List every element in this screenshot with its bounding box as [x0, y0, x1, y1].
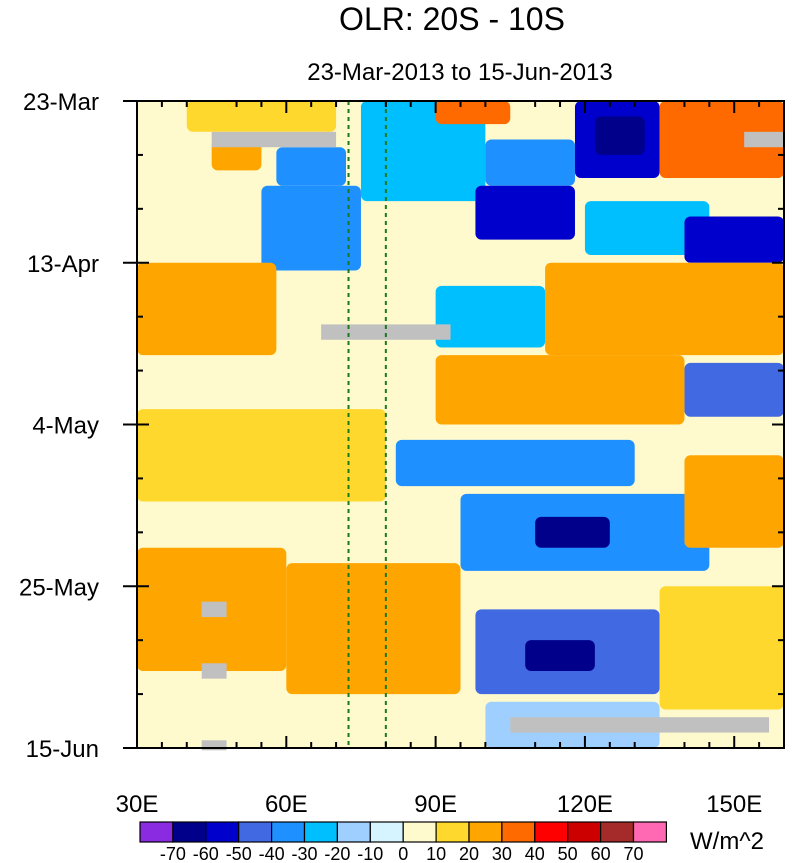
heatmap-cell: [137, 262, 277, 356]
missing-data-mark: [321, 324, 451, 340]
colorbar-swatch: [599, 821, 635, 843]
plot-area: [136, 100, 785, 751]
colorbar: -70 -60 -50 -40 -30 -20 -10 0 10 20 30 40 50 60 70: [139, 821, 668, 863]
colorbar-tick-label: -60: [193, 844, 219, 863]
heatmap-cell: [137, 409, 386, 502]
missing-data-mark: [744, 131, 784, 148]
heatmap-cell: [435, 101, 511, 125]
missing-data-mark: [211, 131, 337, 148]
heatmap-cell: [659, 101, 784, 179]
heatmap-cell: [684, 455, 784, 548]
colorbar-swatch: [238, 821, 273, 843]
colorbar-tick-label: 70: [623, 844, 643, 863]
x-tick-label: 150E: [706, 791, 762, 818]
y-axis: 23-Mar 13-Apr 4-May 25-May 15-Jun: [19, 89, 784, 763]
colorbar-tick-label: -10: [357, 844, 383, 863]
x-tick-label: 30E: [116, 791, 159, 818]
colorbar-tick-label: 0: [398, 844, 408, 863]
heatmap-cell: [594, 116, 645, 155]
heatmap-cell: [276, 147, 347, 186]
colorbar-swatch: [567, 821, 602, 843]
reference-lines: [347, 101, 387, 748]
y-tick-label: 4-May: [32, 413, 99, 440]
heatmap-cell: [475, 185, 575, 240]
missing-data-mark: [201, 663, 227, 679]
colorbar-swatch: [632, 821, 668, 843]
heatmap-cell: [584, 201, 710, 256]
colorbar-tick-label: 60: [591, 844, 611, 863]
colorbar-tick-label: -50: [226, 844, 252, 863]
chart-subtitle: 23-Mar-2013 to 15-Jun-2013: [307, 59, 613, 86]
colorbar-tick-label: -30: [291, 844, 317, 863]
colorbar-tick-label: -20: [324, 844, 350, 863]
missing-data-marks: [201, 131, 784, 751]
colorbar-swatch: [534, 821, 569, 843]
y-tick-label: 23-Mar: [23, 89, 99, 116]
missing-data-mark: [510, 717, 770, 733]
heatmap-cell: [535, 516, 610, 548]
heatmap-cell: [525, 640, 595, 671]
colorbar-swatch: [139, 821, 174, 843]
heatmap-cell: [545, 262, 784, 356]
heatmap-cell: [137, 101, 187, 179]
heatmap-cell: [395, 439, 635, 487]
y-tick-label: 25-May: [19, 574, 99, 601]
colorbar-unit-label: W/m^2: [690, 828, 764, 855]
x-axis: 30E 60E 90E 120E 150E: [116, 101, 785, 818]
heatmap-cell: [684, 216, 784, 263]
missing-data-mark: [201, 740, 227, 751]
heatmap-cell: [684, 362, 784, 417]
missing-data-mark: [201, 601, 227, 618]
x-tick-label: 120E: [557, 791, 613, 818]
colorbar-tick-label: 30: [492, 844, 512, 863]
heatmap-cell: [659, 586, 784, 710]
colorbar-swatch: [369, 821, 404, 843]
heatmap-cell: [261, 185, 361, 271]
heatmap-cell: [485, 139, 575, 186]
colorbar-swatch: [172, 821, 207, 843]
colorbar-tick-label: 10: [426, 844, 446, 863]
colorbar-swatch: [271, 821, 306, 843]
colorbar-swatch: [468, 821, 503, 843]
heatmap-cell: [360, 101, 486, 202]
colorbar-tick-label: 50: [558, 844, 578, 863]
heatmap-cell: [186, 101, 337, 132]
colorbar-swatch: [303, 821, 339, 843]
chart-title: OLR: 20S - 10S: [339, 1, 565, 37]
colorbar-swatch: [402, 821, 437, 843]
colorbar-swatch: [435, 821, 470, 843]
heatmap-cell: [286, 563, 461, 695]
heatmap-cell: [435, 285, 546, 348]
colorbar-swatch: [205, 821, 240, 843]
colorbar-tick-label: -40: [259, 844, 285, 863]
colorbar-tick-label: 20: [459, 844, 479, 863]
heatmap-cell: [435, 355, 685, 425]
colorbar-swatch: [501, 821, 536, 843]
x-tick-label: 60E: [265, 791, 308, 818]
x-tick-label: 90E: [414, 791, 457, 818]
y-tick-label: 13-Apr: [27, 251, 99, 278]
y-tick-label: 15-Jun: [26, 736, 99, 763]
colorbar-swatch: [336, 821, 371, 843]
colorbar-tick-label: -70: [160, 844, 186, 863]
colorbar-tick-label: 40: [525, 844, 545, 863]
